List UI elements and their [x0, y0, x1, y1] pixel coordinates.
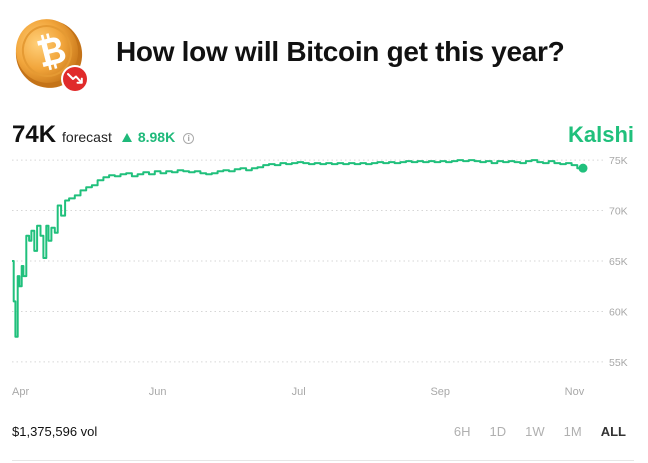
- forecast-series-line: [12, 159, 583, 338]
- range-button-1m[interactable]: 1M: [563, 424, 582, 439]
- x-tick-label: Jun: [149, 386, 167, 398]
- y-tick-label: 60K: [609, 306, 628, 318]
- y-tick-label: 55K: [609, 357, 628, 369]
- brand-logo: Kalshi: [567, 122, 634, 147]
- forecast-change: 8.98K: [121, 129, 176, 145]
- x-tick-label: Jul: [292, 386, 306, 398]
- range-button-1w[interactable]: 1W: [525, 424, 545, 439]
- forecast-value: 74K: [12, 121, 57, 148]
- x-tick-label: Nov: [565, 386, 585, 398]
- series-end-point: [578, 163, 588, 173]
- y-tick-label: 75K: [609, 155, 628, 167]
- forecast-change-value: 8.98K: [137, 129, 176, 145]
- triangle-up-icon: [121, 133, 132, 142]
- forecast-label: forecast: [62, 129, 112, 145]
- trend-down-icon: [61, 65, 89, 93]
- info-icon[interactable]: i: [183, 133, 195, 144]
- forecast-chart[interactable]: 75K 70K 65K 60K 55K Apr Jun Jul Sep Nov: [0, 140, 648, 410]
- x-tick-label: Sep: [430, 386, 450, 398]
- divider: [12, 460, 634, 461]
- volume-text: $1,375,596 vol: [12, 424, 98, 439]
- range-button-1d[interactable]: 1D: [489, 424, 507, 439]
- forecast-summary: 74K forecast 8.98K i: [12, 121, 195, 149]
- range-button-6h[interactable]: 6H: [453, 424, 471, 439]
- range-selector: 6H 1D 1W 1M ALL: [435, 424, 626, 439]
- range-button-all[interactable]: ALL: [600, 424, 626, 439]
- y-tick-label: 65K: [609, 256, 628, 268]
- x-tick-label: Apr: [12, 386, 29, 398]
- y-tick-label: 70K: [609, 206, 628, 218]
- bitcoin-coin-icon: [15, 19, 89, 93]
- question-title: How low will Bitcoin get this year?: [116, 36, 565, 67]
